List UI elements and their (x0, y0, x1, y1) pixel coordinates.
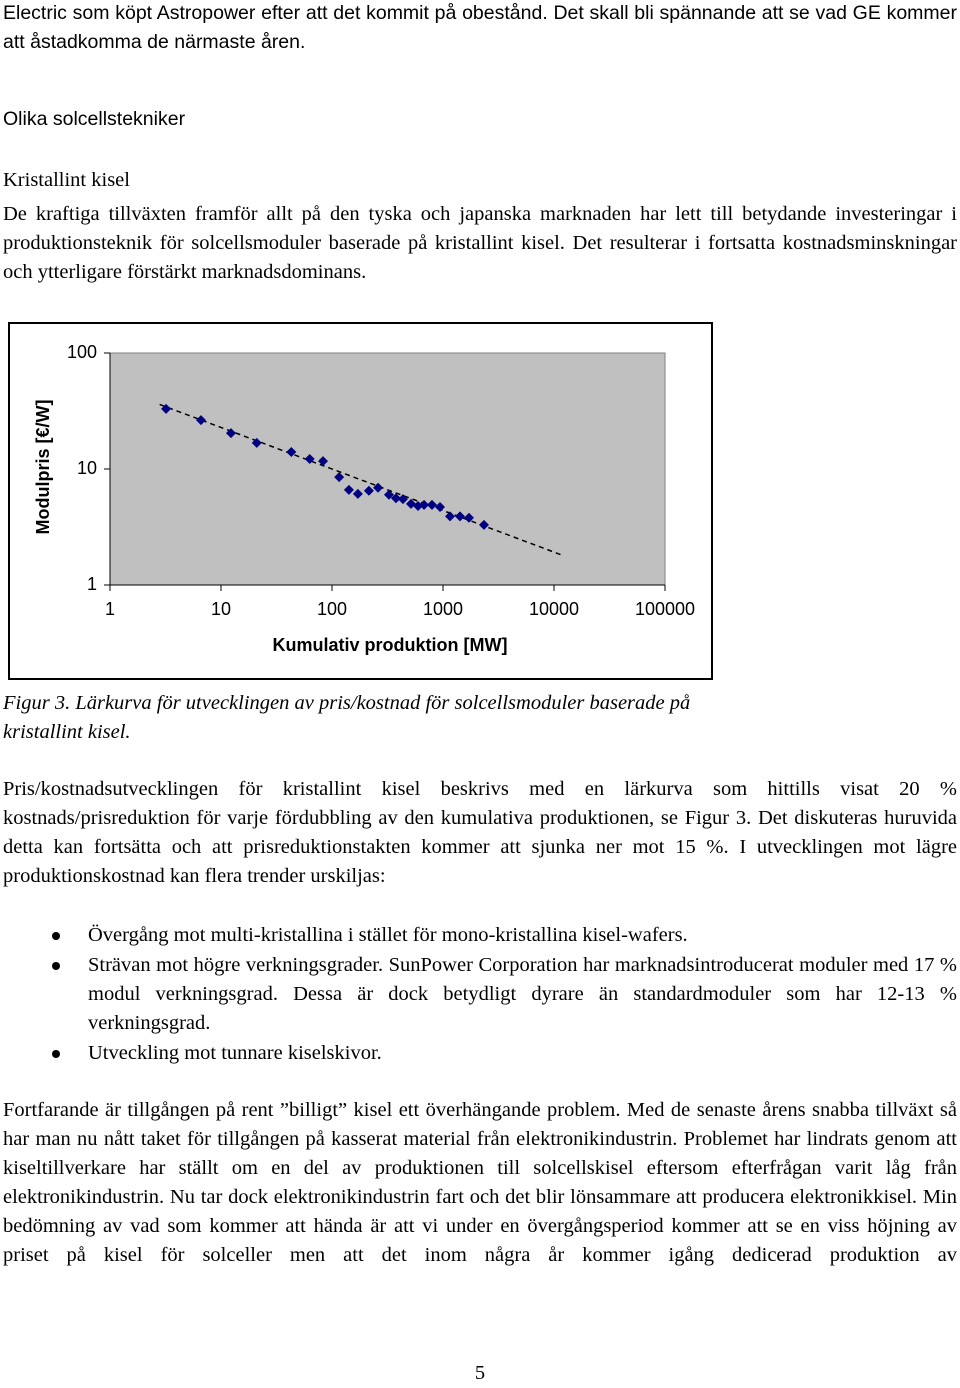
y-tick-label: 1 (87, 574, 97, 594)
data-point (455, 511, 466, 522)
plot-area (109, 352, 666, 586)
bullet-list: Övergång mot multi-kristallina i stället… (3, 921, 957, 1069)
paragraph: Fortfarande är tillgången på rent ”billi… (3, 1099, 957, 1266)
data-point (478, 519, 489, 530)
data-point (225, 428, 236, 439)
x-tick-label: 1000 (423, 599, 463, 619)
paragraph: Pris/kostnadsutvecklingen för kristallin… (3, 778, 957, 887)
data-point (161, 403, 172, 414)
page-number: 5 (474, 1362, 486, 1384)
x-tick-label: 1 (105, 599, 115, 619)
data-point (318, 456, 329, 467)
data-point (427, 499, 438, 510)
intro: Electric som köpt Astropower efter att d… (3, 2, 957, 53)
data-point (251, 437, 262, 448)
data-point (363, 485, 374, 496)
data-point (373, 482, 384, 493)
data-point (419, 499, 430, 510)
x-tick-label: 10000 (529, 599, 579, 619)
x-axis-label: Kumulativ produktion [MW] (273, 635, 508, 655)
data-point (383, 489, 394, 500)
bullet: Utveckling mot tunnare kiselskivor. (3, 1039, 957, 1068)
data-point (286, 447, 297, 458)
section-title: Olika solcellstekniker (3, 108, 186, 130)
data-point (304, 453, 315, 464)
y-tick-label: 100 (67, 342, 97, 362)
data-point (406, 498, 417, 509)
bullet: Övergång mot multi-kristallina i stället… (3, 921, 957, 950)
data-point (334, 472, 345, 483)
x-tick-label: 10 (211, 599, 231, 619)
x-tick-label: 100 (317, 599, 347, 619)
figure-caption: Figur 3. Lärkurva för utvecklingen av pr… (3, 692, 691, 743)
data-point (445, 511, 456, 522)
data-point (397, 494, 408, 505)
subsection-title: Kristallint kisel (3, 169, 130, 191)
data-point (463, 512, 474, 523)
data-point (390, 493, 401, 504)
y-tick-label: 10 (77, 458, 97, 478)
data-point (352, 488, 363, 499)
x-tick-label: 100000 (635, 599, 695, 619)
y-axis-label: Modulpris [€/W] (33, 400, 53, 535)
data-point (435, 502, 446, 513)
bullet: Strävan mot högre verkningsgrader. SunPo… (3, 951, 957, 1038)
data-point (343, 484, 354, 495)
data-point (195, 415, 206, 426)
chart: Kumulativ produktion [MW] Modulpris [€/W… (8, 322, 713, 680)
paragraph: De kraftiga tillväxten framför allt på d… (3, 203, 957, 283)
